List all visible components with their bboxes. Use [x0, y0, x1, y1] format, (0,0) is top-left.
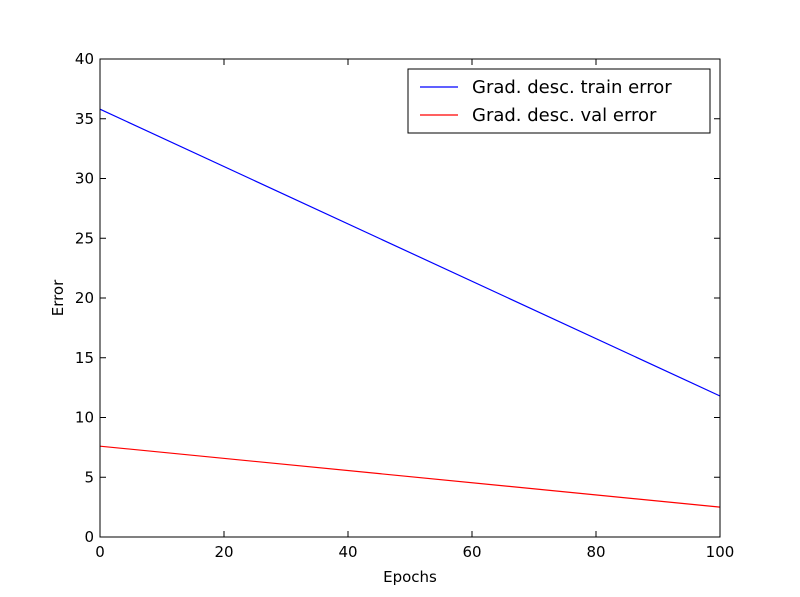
x-tick-label-4: 80 — [586, 543, 605, 561]
y-tick-label-6: 30 — [75, 170, 94, 188]
y-tick-label-0: 0 — [84, 528, 94, 546]
y-axis-title: Error — [49, 279, 67, 316]
plot-area — [100, 59, 720, 537]
series-line-1 — [99, 445, 721, 508]
x-tick-label-0: 0 — [95, 543, 105, 561]
x-tick-label-1: 20 — [214, 543, 233, 561]
y-tick-label-5: 25 — [75, 229, 94, 247]
y-tick-label-4: 20 — [75, 289, 94, 307]
legend-label-0: Grad. desc. train error — [472, 77, 672, 98]
series-line-0 — [99, 108, 721, 397]
y-tick-label-1: 5 — [84, 468, 94, 486]
y-tick-label-7: 35 — [75, 110, 94, 128]
x-axis-title: Epochs — [383, 568, 437, 586]
legend-box — [407, 68, 711, 134]
x-tick-label-5: 100 — [706, 543, 735, 561]
legend-label-1: Grad. desc. val error — [472, 105, 657, 126]
x-tick-label-2: 40 — [338, 543, 357, 561]
y-tick-label-3: 15 — [75, 349, 94, 367]
legend: Grad. desc. train error Grad. desc. val e… — [407, 68, 711, 134]
x-tick-label-3: 60 — [462, 543, 481, 561]
plot-background — [100, 59, 720, 537]
series-layer — [99, 108, 721, 508]
axes-layer: 0 20 40 60 80 100 0 5 10 15 20 25 30 35 40 — [75, 50, 734, 561]
y-tick-label-2: 10 — [75, 409, 94, 427]
y-tick-label-8: 40 — [75, 50, 94, 68]
